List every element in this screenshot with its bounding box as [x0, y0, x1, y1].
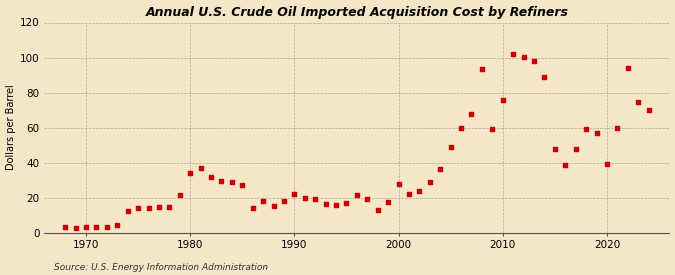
- Title: Annual U.S. Crude Oil Imported Acquisition Cost by Refiners: Annual U.S. Crude Oil Imported Acquisiti…: [145, 6, 568, 18]
- Point: [612, 126, 623, 131]
- Point: [320, 202, 331, 206]
- Point: [362, 197, 373, 201]
- Point: [373, 208, 383, 212]
- Point: [268, 204, 279, 208]
- Point: [237, 183, 248, 188]
- Point: [80, 225, 91, 230]
- Point: [206, 175, 217, 179]
- Point: [404, 192, 414, 197]
- Point: [508, 52, 518, 56]
- Point: [446, 145, 456, 149]
- Point: [279, 199, 290, 203]
- Point: [560, 163, 570, 167]
- Point: [591, 131, 602, 135]
- Text: Source: U.S. Energy Information Administration: Source: U.S. Energy Information Administ…: [54, 263, 268, 272]
- Point: [529, 59, 539, 63]
- Point: [477, 67, 487, 71]
- Point: [414, 189, 425, 193]
- Point: [570, 147, 581, 152]
- Point: [227, 180, 238, 184]
- Point: [174, 193, 185, 197]
- Point: [289, 191, 300, 196]
- Point: [456, 126, 466, 130]
- Point: [497, 98, 508, 102]
- Point: [632, 100, 643, 104]
- Point: [164, 204, 175, 209]
- Point: [216, 179, 227, 183]
- Point: [143, 206, 154, 210]
- Point: [300, 196, 310, 200]
- Point: [352, 192, 362, 197]
- Point: [383, 200, 394, 204]
- Point: [247, 206, 258, 210]
- Point: [122, 208, 133, 213]
- Point: [101, 224, 112, 229]
- Y-axis label: Dollars per Barrel: Dollars per Barrel: [5, 85, 16, 170]
- Point: [153, 205, 164, 209]
- Point: [518, 54, 529, 59]
- Point: [622, 66, 633, 70]
- Point: [133, 206, 144, 210]
- Point: [331, 202, 342, 207]
- Point: [539, 75, 550, 79]
- Point: [580, 127, 591, 131]
- Point: [195, 166, 206, 170]
- Point: [258, 199, 269, 203]
- Point: [435, 167, 446, 172]
- Point: [425, 180, 435, 184]
- Point: [341, 201, 352, 205]
- Point: [549, 147, 560, 151]
- Point: [70, 226, 81, 230]
- Point: [310, 197, 321, 202]
- Point: [60, 225, 71, 230]
- Point: [91, 225, 102, 229]
- Point: [185, 171, 196, 175]
- Point: [112, 223, 123, 228]
- Point: [466, 112, 477, 116]
- Point: [393, 182, 404, 186]
- Point: [643, 108, 654, 112]
- Point: [487, 126, 497, 131]
- Point: [601, 162, 612, 166]
